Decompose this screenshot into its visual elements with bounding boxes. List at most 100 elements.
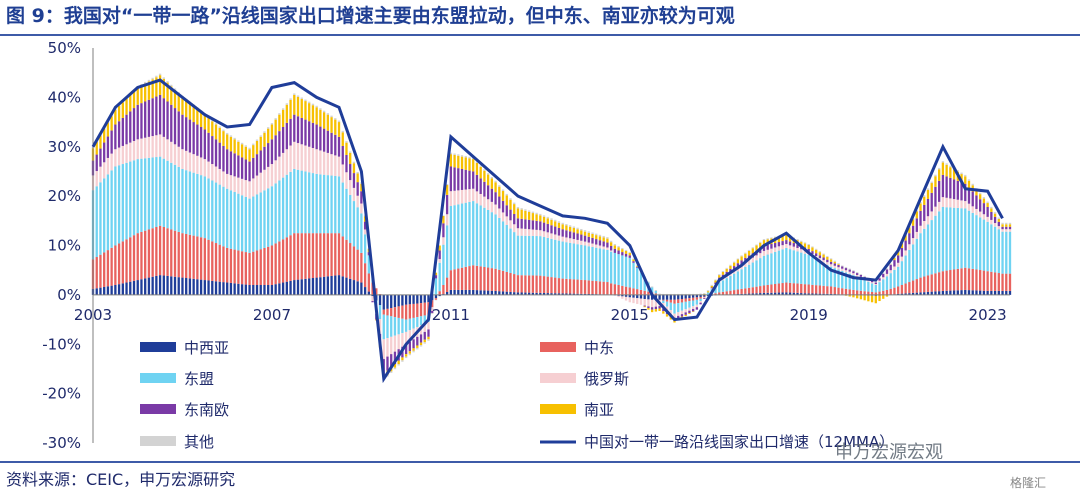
bar-segment (520, 228, 523, 236)
bar-segment (941, 174, 945, 198)
bar-segment (643, 298, 646, 306)
bar-segment (475, 265, 479, 291)
bar-segment (930, 192, 933, 212)
bar-segment (539, 215, 542, 222)
bar-segment (527, 292, 531, 295)
bar-segment (919, 233, 922, 278)
bar-series (91, 73, 1012, 381)
bar-segment (535, 229, 538, 237)
bar-segment (788, 241, 792, 246)
bar-segment (788, 249, 792, 283)
bar-segment (509, 209, 512, 221)
bar-segment (464, 169, 467, 190)
bar-segment (703, 294, 706, 297)
bar-segment (539, 236, 542, 276)
bar-segment (751, 293, 754, 295)
bar-segment (211, 136, 214, 165)
bar-segment (494, 290, 497, 295)
bar-segment (106, 136, 110, 158)
bar-segment (725, 278, 728, 292)
bar-segment (911, 280, 915, 293)
bar-segment (595, 281, 598, 295)
bar-segment (308, 103, 311, 122)
bar-segment (226, 149, 229, 174)
bar-segment (185, 150, 188, 171)
bar-segment (785, 244, 788, 248)
bar-segment (125, 282, 128, 295)
bar-segment (505, 205, 508, 217)
bar-segment (341, 182, 344, 237)
bar-segment (267, 166, 270, 189)
bar-segment (826, 264, 829, 287)
bar-segment (624, 249, 628, 252)
bar-segment (759, 286, 762, 294)
bar-segment (289, 145, 292, 172)
bar-segment (278, 283, 281, 295)
bar-segment (397, 334, 400, 350)
bar-segment (774, 243, 777, 248)
bar-segment (196, 124, 199, 156)
bar-segment (278, 131, 281, 157)
bar-segment (650, 294, 654, 300)
bar-segment (561, 293, 564, 295)
bar-segment (621, 249, 624, 253)
bar-segment (475, 290, 479, 295)
bar-segment (990, 211, 993, 220)
bar-segment (829, 259, 833, 262)
bar-segment (576, 229, 579, 234)
bar-segment (747, 293, 751, 295)
bar-segment (844, 272, 848, 289)
bar-segment (125, 114, 128, 145)
bar-segment (363, 229, 367, 235)
bar-segment (144, 137, 147, 159)
bar-segment (125, 239, 128, 283)
bar-segment (852, 289, 855, 295)
bar-segment (870, 295, 874, 303)
bar-segment (695, 299, 699, 305)
bar-segment (378, 319, 382, 334)
bar-segment (285, 103, 288, 105)
bar-segment (304, 99, 307, 102)
bar-segment (196, 108, 199, 125)
bar-segment (598, 281, 602, 295)
bar-segment (550, 293, 553, 295)
bar-segment (800, 293, 803, 295)
bar-segment (490, 268, 494, 291)
bar-segment (349, 194, 352, 244)
bar-segment (226, 188, 229, 248)
bar-segment (270, 186, 274, 246)
bar-segment (147, 157, 151, 230)
bar-segment (304, 145, 307, 172)
bar-segment (117, 106, 121, 122)
bar-segment (434, 278, 438, 295)
x-tick-label: 2011 (432, 306, 470, 324)
bar-segment (207, 132, 210, 162)
bar-segment (617, 285, 620, 295)
bar-segment (162, 226, 165, 276)
bar-segment (255, 140, 259, 155)
bar-segment (203, 280, 206, 295)
bar-segment (956, 180, 959, 200)
bar-segment (923, 276, 926, 293)
bar-segment (408, 341, 411, 352)
bar-segment (304, 233, 307, 279)
bar-segment (121, 283, 124, 295)
bar-segment (106, 157, 110, 175)
legend-label: 东南欧 (184, 401, 229, 419)
bar-segment (762, 250, 766, 256)
bar-segment (162, 98, 165, 137)
bar-segment (192, 122, 195, 155)
bar-segment (755, 244, 758, 246)
bar-segment (334, 118, 337, 120)
bar-segment (609, 242, 613, 246)
bar-segment (199, 237, 203, 280)
bar-segment (751, 248, 754, 254)
bar-segment (222, 145, 225, 172)
bar-segment (568, 225, 572, 227)
bar-segment (583, 230, 587, 232)
bar-segment (185, 233, 188, 279)
bar-segment (636, 266, 639, 268)
bar-segment (516, 235, 520, 276)
bar-segment (632, 288, 635, 295)
bar-segment (371, 296, 374, 302)
